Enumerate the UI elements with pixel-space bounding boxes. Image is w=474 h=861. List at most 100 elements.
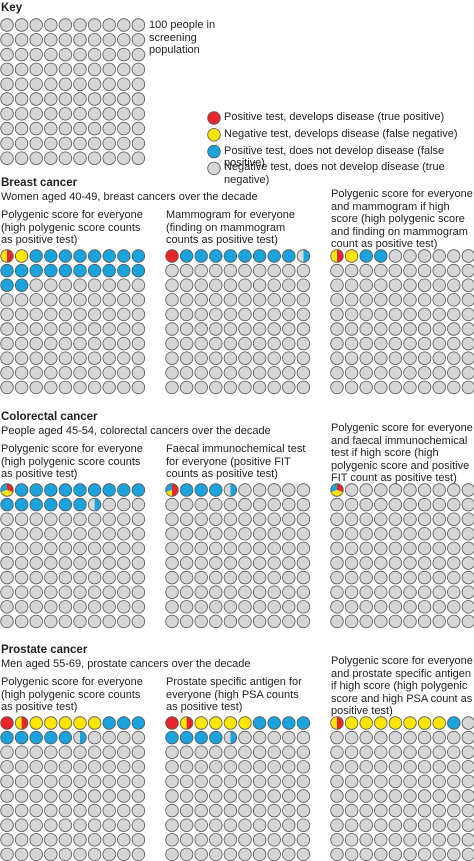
person-icon <box>0 380 14 395</box>
person-icon <box>417 730 432 745</box>
person-icon-part <box>172 483 179 497</box>
person-icon <box>267 818 281 832</box>
person-icon <box>44 818 58 832</box>
person-icon <box>417 789 432 803</box>
person-icon <box>29 789 43 803</box>
person-icon <box>223 774 238 789</box>
person-icon <box>282 512 296 526</box>
person-icon <box>29 512 43 526</box>
person-icon <box>374 774 388 789</box>
person-icon <box>0 366 14 380</box>
person-icon <box>117 541 131 556</box>
person-icon <box>117 263 131 278</box>
person-icon <box>432 380 446 395</box>
person-icon <box>0 745 14 759</box>
person-icon <box>461 366 474 380</box>
key-icon <box>131 92 146 106</box>
person-icon <box>131 585 146 599</box>
person-icon <box>344 847 359 861</box>
person-icon <box>87 716 102 730</box>
person-icon <box>374 512 388 526</box>
person-icon <box>165 570 179 585</box>
person-icon <box>461 249 474 263</box>
person-icon <box>296 278 311 292</box>
person-icon <box>238 614 252 629</box>
person-icon <box>73 614 87 629</box>
person-icon <box>267 774 281 789</box>
person-icon <box>403 527 417 541</box>
person-icon <box>209 541 223 556</box>
person-icon <box>417 600 432 614</box>
person-icon <box>131 278 146 292</box>
person-icon <box>388 585 403 599</box>
person-icon <box>179 278 194 292</box>
person-icon <box>359 833 373 847</box>
person-icon <box>330 527 344 541</box>
person-icon <box>194 760 208 774</box>
person-icon <box>179 614 194 629</box>
person-icon <box>44 600 58 614</box>
person-icon <box>44 614 58 629</box>
person-icon <box>117 380 131 395</box>
person-icon <box>432 774 446 789</box>
key-icon <box>0 62 14 77</box>
person-icon-part <box>303 249 310 263</box>
person-icon <box>267 570 281 585</box>
person-icon <box>223 527 238 541</box>
person-icon <box>29 730 43 745</box>
person-icon <box>194 278 208 292</box>
person-icon <box>374 847 388 861</box>
person-icon <box>223 789 238 803</box>
person-icon <box>194 293 208 307</box>
person-icon <box>344 293 359 307</box>
person-icon <box>73 497 87 512</box>
person-icon <box>267 322 281 336</box>
person-icon <box>223 351 238 365</box>
person-icon <box>296 322 311 336</box>
person-icon <box>344 556 359 570</box>
person-icon <box>131 366 146 380</box>
person-icon <box>374 600 388 614</box>
person-icon <box>117 789 131 803</box>
person-icon <box>165 774 179 789</box>
person-icon <box>252 278 267 292</box>
person-icon <box>73 760 87 774</box>
person-icon <box>102 249 116 263</box>
person-icon <box>0 600 14 614</box>
person-icon-part <box>7 249 14 263</box>
person-icon <box>461 512 474 526</box>
person-icon <box>87 322 102 336</box>
key-icon <box>0 136 14 151</box>
person-icon <box>102 307 116 322</box>
person-icon <box>179 249 194 263</box>
person-icon <box>44 585 58 599</box>
person-icon <box>58 556 73 570</box>
person-icon <box>330 745 344 759</box>
person-icon <box>58 600 73 614</box>
person-icon <box>344 278 359 292</box>
person-icon <box>102 351 116 365</box>
person-icon <box>179 803 194 818</box>
key-icon <box>14 77 29 91</box>
person-icon <box>44 278 58 292</box>
person-icon <box>461 293 474 307</box>
panel-label: Prostate specific antigen for everyone (… <box>166 676 302 713</box>
person-icon <box>209 307 223 322</box>
person-icon <box>179 336 194 351</box>
person-icon <box>282 745 296 759</box>
person-icon <box>73 716 87 730</box>
person-icon <box>417 556 432 570</box>
person-icon <box>252 833 267 847</box>
key-icon <box>102 92 116 106</box>
key-icon <box>73 62 87 77</box>
person-icon <box>14 351 29 365</box>
person-icon <box>238 745 252 759</box>
person-icon-part <box>224 731 231 744</box>
person-icon <box>447 366 461 380</box>
person-icon <box>296 774 311 789</box>
person-icon <box>87 249 102 263</box>
key-icon <box>58 33 73 47</box>
person-icon <box>252 527 267 541</box>
key-icon <box>29 62 43 77</box>
person-icon <box>282 483 296 497</box>
